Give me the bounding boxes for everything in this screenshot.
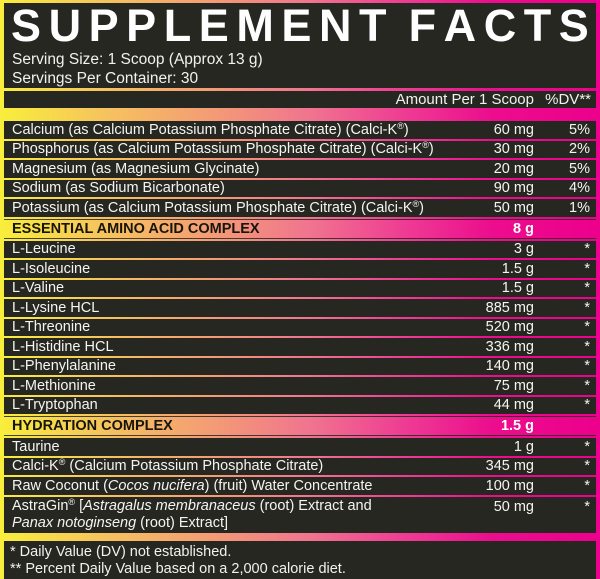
amount-cell: 20 mg bbox=[493, 160, 534, 177]
amount-cell: 1.5 g bbox=[501, 260, 534, 277]
dv-cell: * bbox=[584, 458, 590, 475]
ingredient-name: Magnesium (as Magnesium Glycinate) bbox=[12, 160, 260, 177]
ingredient-name: L-Tryptophan bbox=[12, 397, 98, 414]
ingredient-name: L-Valine bbox=[12, 280, 65, 297]
amount-cell: 345 mg bbox=[485, 458, 534, 475]
amount-cell: 8 g bbox=[513, 220, 534, 237]
table-row: L-Valine 1.5 g * bbox=[4, 279, 596, 297]
table-row: Sodium (as Sodium Bicarbonate) 90 mg 4% bbox=[4, 179, 596, 197]
amount-cell: 90 mg bbox=[493, 180, 534, 197]
dv-cell: 1% bbox=[569, 199, 590, 216]
ingredient-name: Calci-K® (Calcium Potassium Phosphate Ci… bbox=[12, 458, 324, 475]
table-row: Raw Coconut (Cocos nucifera) (fruit) Wat… bbox=[4, 477, 596, 495]
amount-cell: 1.5 g bbox=[501, 280, 534, 297]
amount-cell: 50 mg bbox=[493, 498, 534, 515]
table-row: L-Methionine 75 mg * bbox=[4, 377, 596, 395]
table-row: Calci-K® (Calcium Potassium Phosphate Ci… bbox=[4, 457, 596, 475]
table-row: L-Histidine HCL 336 mg * bbox=[4, 338, 596, 356]
table-row: Phosphorus (as Calcium Potassium Phospha… bbox=[4, 140, 596, 158]
dv-cell: * bbox=[584, 358, 590, 375]
table-row: AstraGin® [Astragalus membranaceus (root… bbox=[4, 496, 596, 533]
ingredient-name: AstraGin® [Astragalus membranaceus (root… bbox=[12, 496, 372, 531]
ingredient-name: L-Phenylalanine bbox=[12, 358, 116, 375]
serving-size: Serving Size: 1 Scoop (Approx 13 g) bbox=[12, 51, 263, 68]
dv-cell: * bbox=[584, 477, 590, 494]
amount-cell: 100 mg bbox=[485, 477, 534, 494]
table-row: L-Lysine HCL 885 mg * bbox=[4, 299, 596, 317]
amount-cell: 885 mg bbox=[485, 299, 534, 316]
amount-column-header: Amount Per 1 Scoop bbox=[395, 91, 534, 108]
dv-cell: * bbox=[584, 319, 590, 336]
dv-cell: * bbox=[584, 377, 590, 394]
amount-cell: 336 mg bbox=[485, 338, 534, 355]
table-row: L-Threonine 520 mg * bbox=[4, 318, 596, 336]
servings-per-container: Servings Per Container: 30 bbox=[12, 70, 199, 87]
table-row: Taurine 1 g * bbox=[4, 438, 596, 456]
column-header-bar: Amount Per 1 Scoop %DV** bbox=[4, 91, 596, 108]
table-row: Calcium (as Calcium Potassium Phosphate … bbox=[4, 121, 596, 139]
table-row: L-Isoleucine 1.5 g * bbox=[4, 260, 596, 278]
ingredient-name: Taurine bbox=[12, 438, 60, 455]
dv-cell: * bbox=[584, 397, 590, 414]
dv-cell: * bbox=[584, 260, 590, 277]
section-title: HYDRATION COMPLEX bbox=[12, 418, 173, 434]
ingredient-name: Raw Coconut (Cocos nucifera) (fruit) Wat… bbox=[12, 477, 373, 494]
amount-cell: 30 mg bbox=[493, 141, 534, 158]
amount-cell: 50 mg bbox=[493, 199, 534, 216]
amount-cell: 520 mg bbox=[485, 319, 534, 336]
dv-cell: 4% bbox=[569, 180, 590, 197]
ingredient-name: L-Leucine bbox=[12, 241, 76, 258]
ingredient-name: L-Isoleucine bbox=[12, 260, 91, 277]
footnote-percent-dv-basis: ** Percent Daily Value based on a 2,000 … bbox=[10, 561, 346, 577]
ingredient-name: Potassium (as Calcium Potassium Phosphat… bbox=[12, 199, 424, 216]
ingredient-name: Calcium (as Calcium Potassium Phosphate … bbox=[12, 121, 409, 138]
ingredient-name: L-Threonine bbox=[12, 319, 91, 336]
dv-cell: * bbox=[584, 498, 590, 515]
amount-cell: 1 g bbox=[513, 438, 534, 455]
amount-cell: 3 g bbox=[513, 241, 534, 258]
dv-cell: * bbox=[584, 438, 590, 455]
footnote-dv-not-established: * Daily Value (DV) not established. bbox=[10, 543, 232, 560]
label-footnotes: * Daily Value (DV) not established. ** P… bbox=[4, 540, 596, 579]
ingredient-name: L-Methionine bbox=[12, 377, 96, 394]
dv-column-header: %DV** bbox=[545, 91, 591, 108]
table-row: L-Tryptophan 44 mg * bbox=[4, 396, 596, 414]
table-row: L-Leucine 3 g * bbox=[4, 240, 596, 258]
table-row: L-Phenylalanine 140 mg * bbox=[4, 357, 596, 375]
dv-cell: * bbox=[584, 241, 590, 258]
amount-cell: 1.5 g bbox=[500, 418, 534, 434]
dv-cell: * bbox=[584, 299, 590, 316]
section-title: ESSENTIAL AMINO ACID COMPLEX bbox=[12, 220, 260, 237]
amount-cell: 140 mg bbox=[485, 358, 534, 375]
ingredient-name: Sodium (as Sodium Bicarbonate) bbox=[12, 180, 225, 197]
table-row: Potassium (as Calcium Potassium Phosphat… bbox=[4, 199, 596, 217]
facts-table: Calcium (as Calcium Potassium Phosphate … bbox=[4, 121, 596, 535]
table-row: Magnesium (as Magnesium Glycinate) 20 mg 5… bbox=[4, 160, 596, 178]
dv-cell: * bbox=[584, 280, 590, 297]
dv-cell: 5% bbox=[569, 160, 590, 177]
dv-cell: 2% bbox=[569, 141, 590, 158]
ingredient-name: L-Lysine HCL bbox=[12, 299, 100, 316]
dv-cell: * bbox=[584, 338, 590, 355]
dv-cell: 5% bbox=[569, 121, 590, 138]
amount-cell: 44 mg bbox=[493, 397, 534, 414]
amount-cell: 60 mg bbox=[493, 121, 534, 138]
amount-cell: 75 mg bbox=[493, 377, 534, 394]
ingredient-name: L-Histidine HCL bbox=[12, 338, 114, 355]
section-header-row: HYDRATION COMPLEX 1.5 g bbox=[4, 416, 596, 436]
section-header-row: ESSENTIAL AMINO ACID COMPLEX 8 g bbox=[4, 219, 596, 239]
ingredient-name: Phosphorus (as Calcium Potassium Phospha… bbox=[12, 141, 434, 158]
